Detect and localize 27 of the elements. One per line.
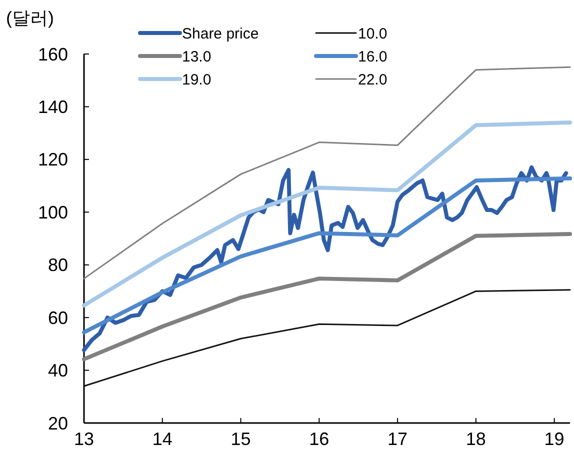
y-axis-title: (달러) xyxy=(6,8,54,28)
y-tick-label: 160 xyxy=(38,44,68,64)
x-tick-label: 13 xyxy=(74,429,94,449)
y-tick-label: 40 xyxy=(48,360,68,381)
x-tick-label: 16 xyxy=(309,429,330,449)
line-series xyxy=(83,289,571,387)
y-tick-label: 80 xyxy=(48,255,68,276)
line-series xyxy=(82,176,572,334)
x-tick-label: 17 xyxy=(388,429,408,449)
legend-label: 10.0 xyxy=(358,25,388,42)
legend-label: Share price xyxy=(182,25,259,42)
legend-label: 19.0 xyxy=(182,71,212,88)
y-tick-label: 60 xyxy=(48,308,68,328)
x-tick-label: 18 xyxy=(466,429,486,449)
legend-label: 22.0 xyxy=(358,71,388,88)
legend-label: 13.0 xyxy=(182,48,212,66)
y-tick-label: 140 xyxy=(38,97,68,118)
x-tick-label: 14 xyxy=(152,429,172,449)
y-tick-label: 20 xyxy=(48,413,68,434)
legend-label: 16.0 xyxy=(358,48,388,66)
y-tick-label: 100 xyxy=(38,202,68,222)
x-tick-label: 15 xyxy=(230,429,251,449)
line-series xyxy=(83,66,571,280)
x-tick-label: 19 xyxy=(544,429,564,449)
line-series xyxy=(82,120,572,308)
y-tick-label: 120 xyxy=(38,150,68,170)
line-series xyxy=(82,232,572,362)
